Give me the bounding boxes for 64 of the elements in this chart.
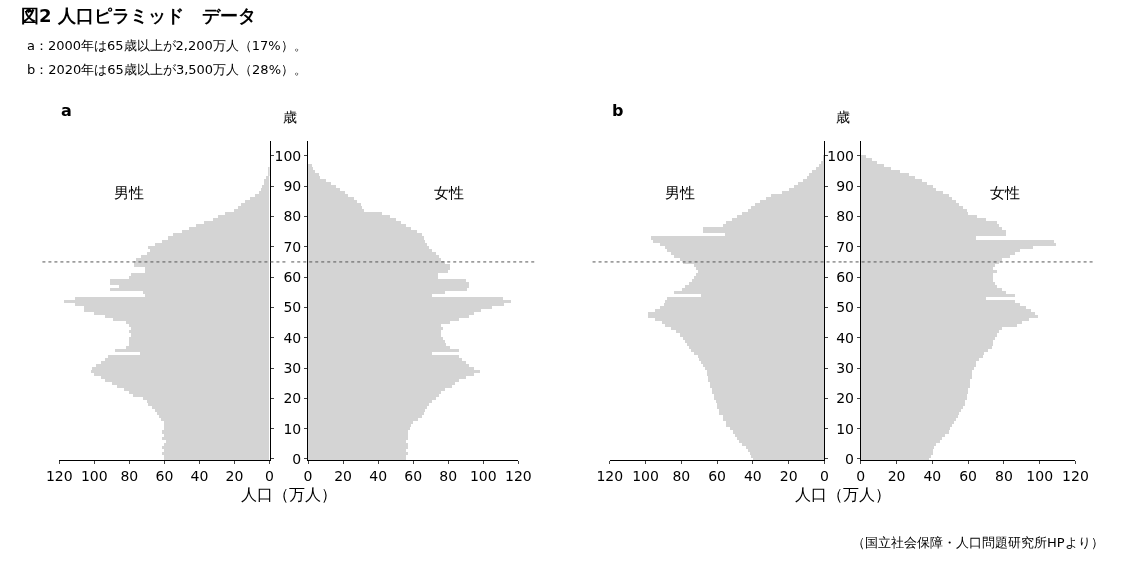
x-tick-label: 80 bbox=[439, 468, 458, 485]
y-tick-label: 10 bbox=[836, 420, 854, 437]
x-tick-label: 0 bbox=[819, 468, 829, 485]
chart-title: b bbox=[612, 101, 624, 120]
x-tick-label: 120 bbox=[45, 468, 73, 485]
caption: 図2 人口ピラミッド データ bbox=[21, 5, 256, 26]
x-tick-label: 120 bbox=[1062, 468, 1089, 485]
y-axis-title: 歳 bbox=[836, 109, 850, 125]
y-tick-label: 60 bbox=[283, 268, 302, 285]
x-tick-label: 100 bbox=[469, 468, 497, 485]
x-tick-label: 40 bbox=[923, 468, 942, 485]
x-tick-label: 20 bbox=[334, 468, 353, 485]
y-tick-label: 30 bbox=[836, 359, 854, 376]
series-label: 女性 bbox=[990, 184, 1020, 202]
x-tick-label: 120 bbox=[504, 468, 532, 485]
x-tick-label: 20 bbox=[887, 468, 906, 485]
y-axis-title: 歳 bbox=[283, 109, 297, 125]
x-axis-title: 人口（万人） bbox=[241, 485, 337, 504]
x-tick-label: 60 bbox=[959, 468, 978, 485]
text: （国立社会保障・人口問題研究所HPより） bbox=[852, 535, 1104, 550]
x-tick-label: 80 bbox=[120, 468, 139, 485]
x-tick-label: 60 bbox=[404, 468, 423, 485]
y-tick-label: 90 bbox=[836, 178, 854, 195]
text: a：2000年は65歳以上が2,200万人（17%）。 bbox=[27, 38, 307, 53]
x-tick-label: 0 bbox=[265, 468, 274, 485]
x-tick-label: 120 bbox=[596, 468, 624, 485]
y-tick-label: 50 bbox=[283, 299, 302, 316]
y-tick-label: 20 bbox=[283, 390, 302, 407]
x-tick-label: 0 bbox=[856, 468, 866, 485]
x-tick-label: 80 bbox=[672, 468, 691, 485]
y-tick-label: 30 bbox=[283, 359, 302, 376]
y-tick-label: 50 bbox=[836, 299, 854, 316]
x-tick-label: 40 bbox=[743, 468, 762, 485]
y-tick-label: 70 bbox=[836, 238, 854, 255]
x-tick-label: 40 bbox=[190, 468, 209, 485]
y-tick-label: 80 bbox=[836, 208, 854, 225]
y-tick-label: 100 bbox=[274, 147, 302, 164]
y-tick-label: 20 bbox=[836, 390, 854, 407]
x-axis-title: 人口（万人） bbox=[795, 485, 891, 504]
text: b：2020年は65歳以上が3,500万人（28%）。 bbox=[27, 62, 307, 77]
y-tick-label: 100 bbox=[827, 147, 854, 164]
y-tick-label: 0 bbox=[845, 450, 854, 467]
x-tick-label: 40 bbox=[369, 468, 388, 485]
x-tick-label: 100 bbox=[80, 468, 108, 485]
text: 男性 bbox=[114, 184, 144, 202]
text: 女性 bbox=[434, 184, 464, 202]
x-tick-label: 100 bbox=[632, 468, 659, 485]
y-tick-label: 80 bbox=[283, 208, 302, 225]
chart-title: a bbox=[61, 101, 72, 120]
y-tick-label: 10 bbox=[283, 420, 302, 437]
y-tick-label: 60 bbox=[836, 268, 854, 285]
x-tick-label: 20 bbox=[779, 468, 798, 485]
y-tick-label: 90 bbox=[283, 178, 302, 195]
y-tick-label: 0 bbox=[292, 450, 302, 467]
x-tick-label: 0 bbox=[303, 468, 313, 485]
y-tick-label: 40 bbox=[836, 329, 854, 346]
x-tick-label: 20 bbox=[225, 468, 244, 485]
x-tick-label: 60 bbox=[708, 468, 727, 485]
x-tick-label: 80 bbox=[994, 468, 1013, 485]
y-tick-label: 70 bbox=[283, 238, 302, 255]
series-label: 男性 bbox=[665, 184, 695, 202]
x-tick-label: 100 bbox=[1026, 468, 1054, 485]
y-tick-label: 40 bbox=[283, 329, 302, 346]
x-tick-label: 60 bbox=[155, 468, 174, 485]
